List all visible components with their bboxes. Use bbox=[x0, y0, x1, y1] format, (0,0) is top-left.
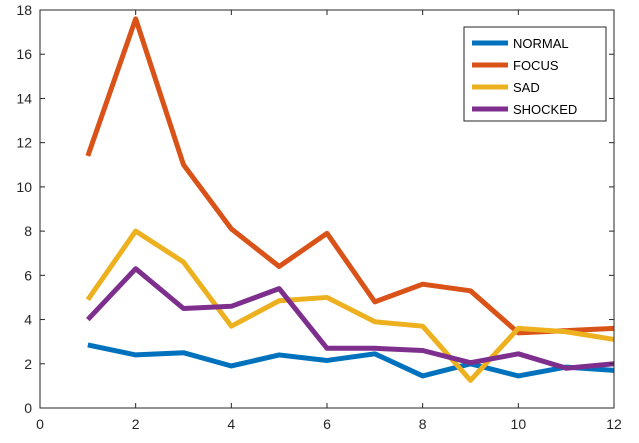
series-layer bbox=[85, 16, 615, 383]
x-tick-label: 0 bbox=[36, 416, 44, 432]
y-tick-label: 6 bbox=[24, 267, 32, 283]
series-line-normal bbox=[87, 342, 615, 379]
legend-label-sad: SAD bbox=[513, 80, 540, 95]
y-tick-label: 12 bbox=[16, 135, 32, 151]
x-tick-label: 12 bbox=[606, 416, 622, 432]
y-tick-label: 16 bbox=[16, 46, 32, 62]
series-line-sad bbox=[85, 228, 615, 383]
y-tick-label: 0 bbox=[24, 400, 32, 416]
y-tick-label: 8 bbox=[24, 223, 32, 239]
y-tick-label: 18 bbox=[16, 2, 32, 18]
axes-layer: 0 2 4 6 8 10 12 0 2 4 6 8 10 12 14 16 18 bbox=[16, 2, 622, 432]
legend-label-shocked: SHOCKED bbox=[513, 102, 577, 117]
y-tick-label: 14 bbox=[16, 90, 32, 106]
legend-label-normal: NORMAL bbox=[513, 36, 569, 51]
y-tick-label: 10 bbox=[16, 179, 32, 195]
legend-label-focus: FOCUS bbox=[513, 58, 559, 73]
y-tick-label: 4 bbox=[24, 312, 32, 328]
x-tick-label: 6 bbox=[323, 416, 331, 432]
x-tick-label: 10 bbox=[511, 416, 527, 432]
y-tick-label: 2 bbox=[24, 356, 32, 372]
legend: NORMAL FOCUS SAD SHOCKED bbox=[463, 26, 607, 122]
x-tick-label: 4 bbox=[227, 416, 235, 432]
x-tick-label: 2 bbox=[132, 416, 140, 432]
series-line-shocked bbox=[86, 266, 615, 371]
series-line-focus bbox=[85, 16, 615, 336]
x-tick-label: 8 bbox=[419, 416, 427, 432]
